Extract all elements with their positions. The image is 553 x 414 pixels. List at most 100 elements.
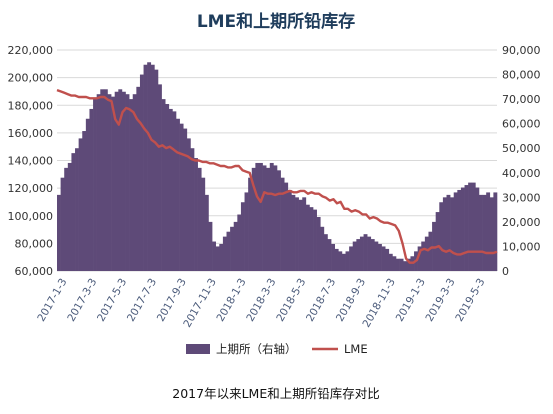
bar <box>388 253 393 271</box>
bar <box>421 241 426 271</box>
bar <box>129 99 134 271</box>
bar <box>251 167 256 271</box>
bar <box>320 226 325 271</box>
right-tick-label: 30,000 <box>502 191 541 204</box>
chart-title: LME和上期所铅库存 <box>197 11 355 32</box>
bar <box>82 131 87 271</box>
bar <box>237 214 242 271</box>
bar <box>280 177 285 271</box>
bar <box>103 89 108 272</box>
bar <box>125 94 130 271</box>
bar <box>183 128 188 271</box>
right-tick-label: 0 <box>502 265 509 278</box>
bar <box>85 118 90 271</box>
bar <box>190 148 195 271</box>
bar <box>435 212 440 271</box>
bar <box>352 241 357 271</box>
bar <box>284 182 289 271</box>
bar <box>176 118 180 271</box>
bar <box>75 148 79 271</box>
bar <box>204 194 209 271</box>
left-tick-label: 60,000 <box>15 265 54 278</box>
bar <box>313 209 317 271</box>
bar <box>323 234 328 271</box>
bar <box>377 243 382 271</box>
left-axis: 60,000 80,000 100,000 120,000 140,000 160,000… <box>8 44 54 278</box>
bar <box>136 86 141 271</box>
right-tick-label: 50,000 <box>502 142 541 155</box>
bar <box>374 241 379 271</box>
bar <box>316 216 321 271</box>
bar <box>338 251 343 271</box>
bar-series <box>57 62 498 272</box>
bar <box>143 64 148 271</box>
legend-line-label: LME <box>344 342 368 356</box>
bar <box>194 158 198 271</box>
bar <box>460 187 465 271</box>
bar <box>215 246 220 271</box>
left-tick-label: 100,000 <box>8 210 54 223</box>
right-tick-label: 60,000 <box>502 118 541 131</box>
bar <box>248 177 253 271</box>
bar <box>457 189 462 271</box>
right-axis: 0 10,000 20,000 30,000 40,000 50,000 60,000 70,… <box>502 44 541 278</box>
bar <box>417 246 422 271</box>
bar <box>385 248 390 271</box>
bar <box>114 91 119 271</box>
bar <box>168 108 173 271</box>
left-tick-label: 140,000 <box>8 155 54 168</box>
bar <box>334 248 339 271</box>
legend: 上期所（右轴） LME <box>186 342 368 356</box>
bar <box>396 258 400 271</box>
bar <box>240 202 245 271</box>
bar <box>71 153 76 271</box>
bar <box>493 192 498 271</box>
bar <box>367 236 372 271</box>
bar <box>331 243 336 271</box>
bar <box>64 167 69 271</box>
bar <box>349 246 354 271</box>
bar <box>291 194 296 271</box>
bar <box>212 241 216 271</box>
bar <box>450 197 455 271</box>
bar <box>439 202 444 271</box>
bar <box>489 197 494 271</box>
right-tick-label: 70,000 <box>502 93 541 106</box>
bar <box>154 69 159 272</box>
left-tick-label: 120,000 <box>8 182 54 195</box>
bar <box>341 253 346 271</box>
bar <box>262 165 267 271</box>
bar <box>381 246 386 271</box>
right-tick-label: 80,000 <box>502 69 541 82</box>
bar <box>277 170 281 271</box>
line-series <box>56 88 498 264</box>
bar <box>139 74 144 271</box>
lme-line <box>56 88 498 264</box>
bar <box>150 64 155 271</box>
bar <box>258 162 263 271</box>
left-tick-label: 80,000 <box>15 237 54 250</box>
bar <box>118 89 123 272</box>
bar <box>266 167 271 271</box>
bar <box>309 207 314 271</box>
bar <box>132 94 137 271</box>
bar <box>172 111 177 271</box>
bar <box>208 221 213 271</box>
bar <box>100 89 105 272</box>
bar <box>244 192 249 271</box>
bar <box>96 94 101 271</box>
bar <box>475 187 480 271</box>
bar <box>179 123 184 272</box>
bar <box>93 99 97 271</box>
bar <box>219 243 224 271</box>
legend-bar-label: 上期所（右轴） <box>216 342 297 356</box>
bar <box>356 239 361 271</box>
bar <box>165 104 170 272</box>
bar <box>446 194 451 271</box>
left-tick-label: 160,000 <box>8 127 54 140</box>
bar <box>406 258 411 271</box>
bar <box>305 204 310 271</box>
bar <box>186 138 191 271</box>
